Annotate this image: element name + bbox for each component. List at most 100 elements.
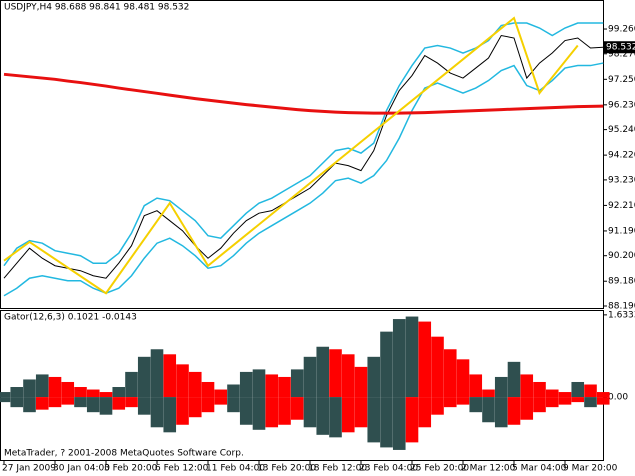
gator-bar [163,354,177,398]
gator-bar [112,387,126,398]
gator-bar [163,397,177,433]
indicator-title: Gator(12,6,3) 0.1021 -0.0143 [4,313,137,323]
gator-bar [99,397,113,415]
gator-bar [392,397,406,450]
gator-bar [137,356,151,398]
x-tick-label: 5 Mar 04:00 [512,464,567,474]
gator-bar [520,397,534,420]
gator-bar [482,389,495,398]
gator-bar [329,349,342,398]
gator-bar [329,397,342,438]
price-line [3,22,604,267]
gator-bar [507,361,521,398]
gator-bar [23,379,36,398]
gator-bar [367,397,381,443]
gator-bar [0,392,11,398]
gator-bar [431,397,444,415]
gator-bar [303,356,317,398]
gator-bar [456,359,470,398]
gator-bar [23,397,36,413]
gator-bar [558,397,572,405]
gator-bar [265,374,279,398]
gator-bar [137,397,151,415]
gator-bar [188,371,202,398]
gator-bar [125,371,138,398]
gator-bar [494,397,508,428]
gator-bar [354,366,368,398]
y-tick-label: 98.270 [608,49,635,59]
gator-bar [303,397,317,428]
gator-bar [150,397,164,428]
gator-bar [176,397,189,425]
gator-bar [227,397,240,413]
gator-bar [418,397,432,428]
gator-bar [252,397,266,430]
gator-bar [188,397,202,418]
gator-bar [290,397,304,420]
gator-bar [239,371,253,398]
gator-bar [61,397,75,405]
y-tick-label: 91.190 [608,226,635,236]
gator-bar [482,397,495,423]
gator-bar [61,381,75,398]
gator-bar [456,397,470,405]
y-tick-label: 96.230 [608,100,635,110]
y-tick-label: 90.200 [608,251,635,261]
x-tick-label: 9 Mar 20:00 [563,464,618,474]
gator-bar [316,346,330,398]
gator-bar [405,397,419,443]
y-tick-label: 1.6333 [608,310,635,320]
gator-bar [469,397,483,413]
gator-bar [265,397,279,428]
gator-bar [392,319,406,398]
gator-bar [520,374,534,398]
x-tick-label: 11 Feb 04:00 [206,464,265,474]
x-tick-label: 18 Feb 12:00 [308,464,367,474]
gator-bar [367,356,381,398]
gator-bar [35,374,49,398]
gator-bar [239,397,253,425]
x-tick-label: 6 Feb 12:00 [155,464,209,474]
gator-bar [201,397,215,413]
gator-bar [290,369,304,398]
chart-title: USDJPY,H4 98.688 98.841 98.481 98.532 [4,3,189,13]
gator-bar [74,387,87,398]
x-tick-label: 13 Feb 20:00 [257,464,316,474]
gator-bar [214,397,228,405]
gator-bar [278,376,291,398]
price-line [3,72,604,115]
gator-bar [201,381,215,398]
gator-bar [571,381,585,398]
gator-bar [558,392,572,398]
gator-bar [533,381,546,398]
footer: MetaTrader, ? 2001-2008 MetaQuotes Softw… [4,449,244,459]
y-tick-label: 99.260 [608,25,635,35]
gator-bar [533,397,546,413]
y-tick-label: 92.210 [608,201,635,211]
gator-bar [354,397,368,428]
gator-bar [48,397,62,408]
x-tick-label: 3 Feb 20:00 [104,464,158,474]
zigzag [3,16,579,295]
gator-bar [469,374,483,398]
y-tick-label: 93.230 [608,175,635,185]
gator-bar [584,397,597,408]
gator-bar [443,349,457,398]
last-price-label: 98.532 [606,43,635,53]
x-tick-label: 30 Jan 04:00 [53,464,110,474]
gator-bar [405,316,419,398]
y-tick-label: 88.190 [608,301,635,311]
gator-bar [380,331,393,398]
gator-bar [545,397,559,408]
gator-bar [443,397,457,408]
gator-bar [341,397,355,433]
gator-bar [214,389,228,398]
gator-bar [0,397,11,403]
last-price-box [604,41,635,54]
x-tick-label: 25 Feb 20:00 [410,464,469,474]
gator-bar [86,389,100,398]
gator-bar [112,397,126,410]
gator-bar [380,397,393,448]
gator-bar [48,376,62,398]
gator-bar [125,397,138,408]
